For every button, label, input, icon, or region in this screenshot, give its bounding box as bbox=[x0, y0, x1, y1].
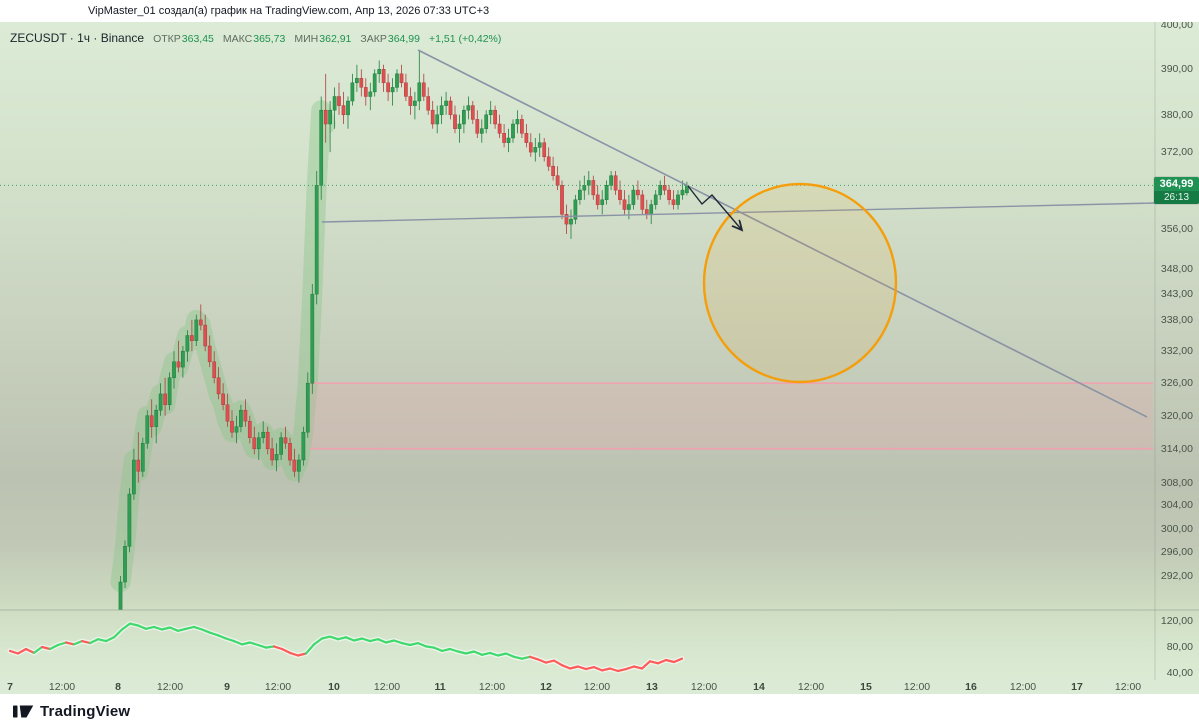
price-tick: 390,00 bbox=[1160, 63, 1193, 75]
time-tick: 16 bbox=[965, 681, 977, 693]
symbol-legend[interactable]: ZECUSDT · 1ч · Binance ОТКР363,45 МАКС36… bbox=[10, 29, 501, 47]
price-tick: 380,00 bbox=[1160, 109, 1193, 121]
time-tick: 13 bbox=[646, 681, 658, 693]
legend-close-value: 364,99 bbox=[387, 33, 420, 45]
price-tick: 338,00 bbox=[1160, 314, 1193, 326]
time-tick: 12 bbox=[540, 681, 552, 693]
tradingview-logo[interactable]: TradingView bbox=[13, 703, 130, 720]
symbol-title[interactable]: ZECUSDT · 1ч · Binance bbox=[10, 31, 145, 45]
time-tick: 12:00 bbox=[156, 681, 184, 693]
time-tick: 12:00 bbox=[797, 681, 825, 693]
time-tick: 15 bbox=[860, 681, 872, 693]
legend-open-value: 363,45 bbox=[181, 33, 214, 45]
legend-open-label: ОТКР bbox=[153, 33, 181, 45]
price-tick: 343,00 bbox=[1160, 288, 1193, 300]
time-tick: 17 bbox=[1071, 681, 1083, 693]
time-tick: 10 bbox=[328, 681, 340, 693]
price-tick: 372,00 bbox=[1160, 146, 1193, 158]
time-tick: 12:00 bbox=[583, 681, 611, 693]
legend-high-label: МАКС bbox=[222, 33, 253, 45]
legend-change: +1,51 (+0,42%) bbox=[428, 33, 502, 45]
time-tick: 11 bbox=[434, 681, 446, 693]
price-tick: 326,00 bbox=[1160, 377, 1193, 389]
price-tick: 332,00 bbox=[1160, 345, 1193, 357]
time-tick: 12:00 bbox=[1114, 681, 1142, 693]
legend-low: МИН362,91 bbox=[294, 29, 351, 47]
legend-close-label: ЗАКР bbox=[360, 33, 387, 45]
price-tick: 308,00 bbox=[1160, 477, 1193, 489]
price-tick: 292,00 bbox=[1160, 570, 1193, 582]
last-price-badge: 364,99 26:13 bbox=[1154, 177, 1199, 204]
time-tick: 7 bbox=[7, 681, 13, 693]
last-price: 364,99 bbox=[1154, 177, 1199, 191]
price-tick: 320,00 bbox=[1160, 410, 1193, 422]
time-axis[interactable]: 7 12:00 8 12:00 9 12:00 10 12:00 11 12:00 12 12:00 1… bbox=[0, 681, 1153, 694]
price-tick: 296,00 bbox=[1160, 546, 1193, 558]
price-tick: 300,00 bbox=[1160, 523, 1193, 535]
time-tick: 9 bbox=[224, 681, 230, 693]
time-tick: 12:00 bbox=[903, 681, 931, 693]
chart-svg bbox=[0, 22, 1199, 680]
time-tick: 14 bbox=[753, 681, 765, 693]
legend-low-value: 362,91 bbox=[319, 33, 352, 45]
price-tick: 400,00 bbox=[1160, 22, 1193, 31]
footer-bar: TradingView bbox=[0, 694, 1199, 728]
indicator-scale-tick: 40,00 bbox=[1166, 667, 1193, 679]
price-axis[interactable]: 400,00 390,00 380,00 372,00 356,00 348,00 343,… bbox=[1153, 22, 1199, 694]
indicator-scale-tick: 120,00 bbox=[1160, 615, 1193, 627]
tradingview-brand-text: TradingView bbox=[40, 702, 131, 720]
time-tick: 12:00 bbox=[1009, 681, 1037, 693]
time-tick: 12:00 bbox=[264, 681, 292, 693]
indicator-scale-tick: 80,00 bbox=[1166, 641, 1193, 653]
attribution-bar: VipMaster_01 создал(а) график на Trading… bbox=[0, 0, 1199, 22]
time-tick: 12:00 bbox=[48, 681, 76, 693]
time-tick: 12:00 bbox=[478, 681, 506, 693]
attribution-text: VipMaster_01 создал(а) график на Trading… bbox=[88, 5, 490, 17]
legend-low-label: МИН bbox=[294, 33, 319, 45]
time-tick: 12:00 bbox=[690, 681, 718, 693]
chart-area[interactable]: ZECUSDT · 1ч · Binance ОТКР363,45 МАКС36… bbox=[0, 22, 1199, 694]
price-tick: 356,00 bbox=[1160, 223, 1193, 235]
legend-high-value: 365,73 bbox=[253, 33, 286, 45]
time-tick: 8 bbox=[115, 681, 121, 693]
bar-countdown: 26:13 bbox=[1154, 191, 1199, 204]
legend-close: ЗАКР364,99 bbox=[360, 29, 420, 47]
price-tick: 314,00 bbox=[1160, 443, 1193, 455]
legend-open: ОТКР363,45 bbox=[153, 29, 214, 47]
tradingview-logo-icon bbox=[13, 705, 34, 717]
price-tick: 348,00 bbox=[1160, 263, 1193, 275]
price-tick: 304,00 bbox=[1160, 499, 1193, 511]
legend-high: МАКС365,73 bbox=[223, 29, 285, 47]
time-tick: 12:00 bbox=[373, 681, 401, 693]
